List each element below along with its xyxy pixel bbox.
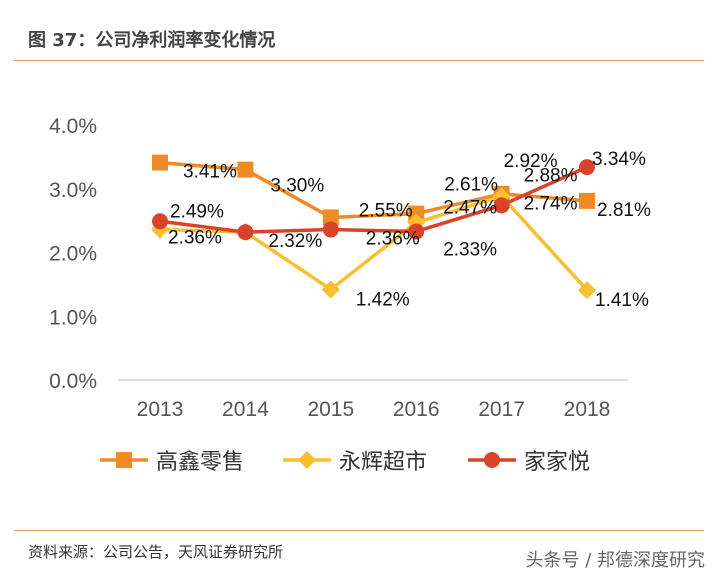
data-label: 3.30% xyxy=(270,176,324,197)
data-label: 2.88% xyxy=(524,165,578,186)
data-label: 3.34% xyxy=(592,149,646,170)
square-marker xyxy=(579,192,595,209)
chart-title: 图 37：公司净利润率变化情况 xyxy=(28,30,276,51)
x-tick-label: 2015 xyxy=(307,398,354,421)
data-label: 2.74% xyxy=(524,193,578,214)
data-label: 3.41% xyxy=(183,162,237,183)
data-label: 2.55% xyxy=(359,200,413,221)
data-label: 2.36% xyxy=(366,229,420,250)
source-note: 资料来源：公司公告，天风证券研究所 xyxy=(28,543,284,561)
y-tick-label: 3.0% xyxy=(49,179,97,202)
diamond-marker xyxy=(578,281,596,300)
circle-marker xyxy=(579,159,595,176)
legend-label: 高鑫零售 xyxy=(156,450,244,475)
data-label: 2.33% xyxy=(443,239,497,260)
circle-marker xyxy=(408,223,425,240)
footer-divider xyxy=(14,530,704,531)
x-tick-label: 2013 xyxy=(137,398,184,421)
square-marker xyxy=(237,161,254,178)
y-tick-label: 1.0% xyxy=(49,306,97,329)
diamond-marker xyxy=(298,451,316,469)
data-label: 2.49% xyxy=(170,201,224,222)
x-tick-label: 2016 xyxy=(393,398,440,421)
circle-marker xyxy=(484,452,500,468)
y-tick-label: 2.0% xyxy=(49,243,97,266)
series-line xyxy=(159,160,588,220)
data-label: 2.81% xyxy=(597,200,651,221)
square-marker xyxy=(116,452,132,468)
legend-label: 家家悦 xyxy=(524,450,590,475)
series-line xyxy=(159,165,588,234)
circle-marker xyxy=(322,221,339,238)
watermark: 头条号 / 邦德深度研究 xyxy=(525,550,705,571)
square-marker xyxy=(322,209,339,226)
y-tick-label: 0.0% xyxy=(49,370,97,393)
data-label: 2.32% xyxy=(268,231,322,252)
data-label: 1.41% xyxy=(595,290,649,311)
data-label: 1.42% xyxy=(356,289,410,310)
x-tick-label: 2014 xyxy=(222,398,269,421)
data-label: 2.92% xyxy=(504,151,558,172)
circle-marker xyxy=(493,197,510,214)
circle-marker xyxy=(237,224,254,241)
data-label: 2.36% xyxy=(168,228,222,249)
x-tick-label: 2018 xyxy=(564,398,611,421)
x-tick-label: 2017 xyxy=(478,398,525,421)
circle-marker xyxy=(152,213,168,230)
data-label: 2.47% xyxy=(443,198,497,219)
diamond-marker xyxy=(321,280,340,299)
header-divider xyxy=(14,60,704,61)
y-tick-label: 4.0% xyxy=(49,115,97,138)
data-label: 2.61% xyxy=(444,175,498,196)
legend-label: 永辉超市 xyxy=(339,450,427,475)
square-marker xyxy=(152,154,168,171)
